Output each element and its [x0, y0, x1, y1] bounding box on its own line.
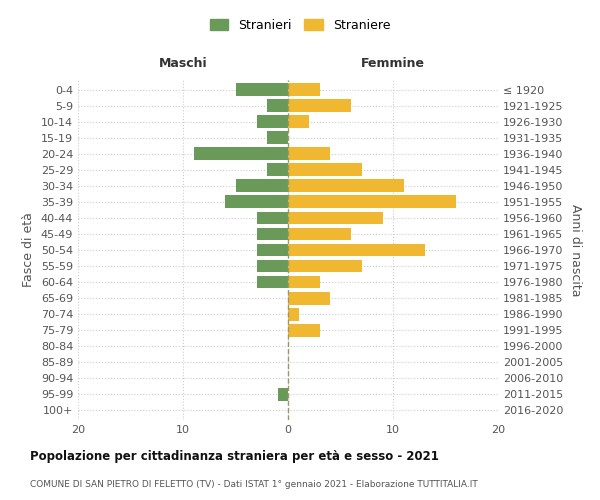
- Bar: [288, 228, 351, 240]
- Bar: [257, 116, 288, 128]
- Bar: [288, 164, 361, 176]
- Text: Maschi: Maschi: [158, 58, 208, 70]
- Y-axis label: Anni di nascita: Anni di nascita: [569, 204, 582, 296]
- Bar: [288, 212, 383, 224]
- Y-axis label: Fasce di età: Fasce di età: [22, 212, 35, 288]
- Text: Femmine: Femmine: [361, 58, 425, 70]
- Legend: Stranieri, Straniere: Stranieri, Straniere: [205, 14, 395, 37]
- Bar: [267, 99, 288, 112]
- Bar: [267, 164, 288, 176]
- Bar: [257, 260, 288, 272]
- Bar: [288, 260, 361, 272]
- Bar: [288, 244, 425, 256]
- Bar: [257, 244, 288, 256]
- Text: COMUNE DI SAN PIETRO DI FELETTO (TV) - Dati ISTAT 1° gennaio 2021 - Elaborazione: COMUNE DI SAN PIETRO DI FELETTO (TV) - D…: [30, 480, 478, 489]
- Bar: [267, 132, 288, 144]
- Bar: [288, 180, 404, 192]
- Bar: [225, 196, 288, 208]
- Bar: [193, 148, 288, 160]
- Bar: [288, 324, 320, 336]
- Bar: [235, 180, 288, 192]
- Bar: [257, 212, 288, 224]
- Bar: [288, 116, 309, 128]
- Bar: [288, 196, 456, 208]
- Bar: [257, 276, 288, 288]
- Bar: [288, 83, 320, 96]
- Text: Popolazione per cittadinanza straniera per età e sesso - 2021: Popolazione per cittadinanza straniera p…: [30, 450, 439, 463]
- Bar: [288, 276, 320, 288]
- Bar: [288, 148, 330, 160]
- Bar: [235, 83, 288, 96]
- Bar: [288, 308, 299, 320]
- Bar: [257, 228, 288, 240]
- Bar: [288, 99, 351, 112]
- Bar: [288, 292, 330, 304]
- Bar: [277, 388, 288, 401]
